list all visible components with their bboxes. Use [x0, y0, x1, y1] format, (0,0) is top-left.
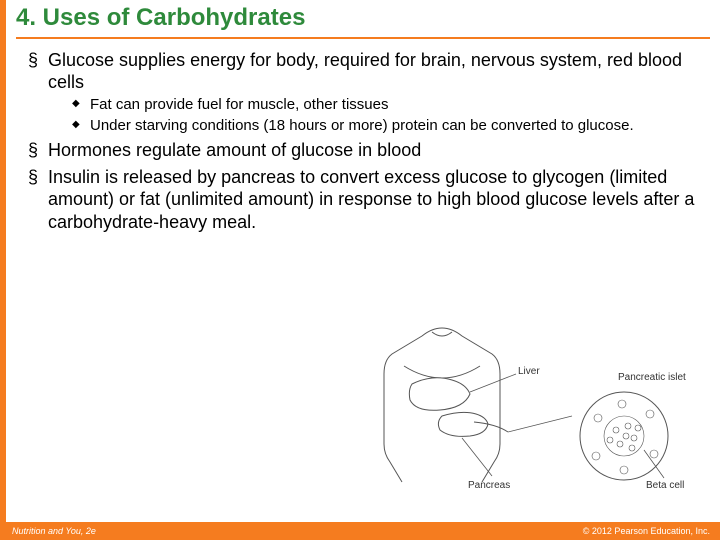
footer-left: Nutrition and You, 2e	[12, 526, 96, 536]
bullet-2: Hormones regulate amount of glucose in b…	[28, 139, 702, 162]
figure-label-islet: Pancreatic islet	[618, 372, 686, 383]
bullet-list: Glucose supplies energy for body, requir…	[24, 49, 702, 234]
content: Glucose supplies energy for body, requir…	[6, 39, 720, 238]
bullet-1: Glucose supplies energy for body, requir…	[28, 49, 702, 136]
anatomy-svg: Liver Pancreas Pancreatic islet Beta cel…	[362, 326, 692, 506]
slide: 4. Uses of Carbohydrates Glucose supplie…	[0, 0, 720, 540]
figure-label-beta: Beta cell	[646, 480, 684, 491]
bullet-1-text: Glucose supplies energy for body, requir…	[48, 50, 682, 93]
anatomy-figure: Liver Pancreas Pancreatic islet Beta cel…	[362, 326, 692, 506]
bullet-3: Insulin is released by pancreas to conve…	[28, 166, 702, 234]
figure-label-pancreas: Pancreas	[468, 480, 510, 491]
title-block: 4. Uses of Carbohydrates	[6, 0, 720, 39]
footer-bar: Nutrition and You, 2e © 2012 Pearson Edu…	[6, 522, 720, 540]
bullet-1-sub-2: Under starving conditions (18 hours or m…	[72, 117, 702, 136]
footer-right: © 2012 Pearson Education, Inc.	[583, 526, 710, 536]
bullet-1-sublist: Fat can provide fuel for muscle, other t…	[48, 96, 702, 136]
bullet-1-sub-1: Fat can provide fuel for muscle, other t…	[72, 96, 702, 115]
figure-label-liver: Liver	[518, 366, 540, 377]
slide-title: 4. Uses of Carbohydrates	[16, 4, 710, 33]
